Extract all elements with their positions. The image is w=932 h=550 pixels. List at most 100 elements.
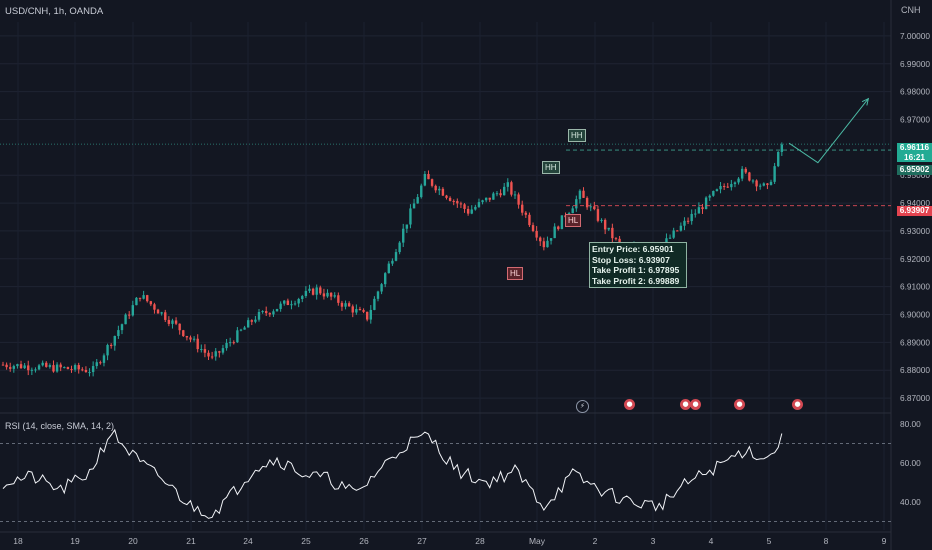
candle-body: [185, 336, 189, 338]
candle-body: [607, 227, 610, 230]
candle-body: [398, 242, 401, 253]
time-axis[interactable]: 18 19 20 21 24 25 26 27 28 May 2 3 4 5 8 9: [13, 536, 886, 546]
time-tick-label: 3: [651, 536, 656, 546]
candle-body: [402, 228, 405, 243]
pattern-label-hh: HH: [542, 161, 560, 174]
candle-body: [99, 362, 102, 364]
stop-price-badge[interactable]: 6.93907: [897, 206, 932, 216]
take-profit-2-text: Take Profit 2: 6.99889: [592, 275, 680, 286]
candle-body: [593, 206, 596, 210]
candle-body: [131, 305, 135, 316]
pattern-label-hl: HL: [507, 267, 524, 280]
us-flag-icon[interactable]: ●: [680, 399, 691, 410]
price-tick-label: 6.93000: [900, 226, 930, 236]
candle-body: [358, 309, 362, 311]
candle-body: [380, 284, 383, 292]
time-tick-label: May: [529, 536, 546, 546]
candle-body: [528, 214, 531, 226]
candle-body: [200, 349, 203, 351]
candle-body: [135, 297, 138, 306]
candle-body: [521, 204, 524, 213]
candle-body: [513, 194, 517, 196]
price-tick-label: 6.98000: [900, 87, 930, 97]
us-flag-icon[interactable]: ●: [624, 399, 635, 410]
candle-body: [441, 188, 445, 196]
candle-body: [420, 185, 423, 198]
candle-body: [748, 172, 751, 181]
candle-body: [517, 194, 520, 205]
candle-body: [434, 185, 437, 191]
candle-body: [571, 208, 574, 214]
candle-body: [239, 329, 243, 331]
price-tick-label: 6.89000: [900, 337, 930, 347]
time-tick-label: 28: [475, 536, 485, 546]
candle-body: [1, 364, 5, 366]
candle-body: [138, 297, 142, 299]
candle-body: [672, 230, 675, 238]
candle-body: [84, 369, 88, 373]
candle-body: [189, 337, 192, 340]
candle-body: [250, 320, 253, 322]
candle-body: [106, 344, 109, 356]
candle-body: [257, 312, 261, 320]
projection-arrowhead: [861, 97, 870, 106]
candle-body: [30, 369, 34, 371]
candle-body: [614, 238, 618, 240]
rsi-tick-label: 80.00: [900, 419, 921, 429]
candle-body: [618, 238, 621, 244]
candle-body: [88, 372, 91, 374]
candle-body: [373, 298, 376, 310]
entry-price-text: Entry Price: 6.95901: [592, 244, 674, 254]
candle-body: [744, 168, 747, 173]
lightning-icon[interactable]: ⚡: [576, 400, 589, 413]
candle-body: [218, 351, 221, 353]
candle-body: [715, 189, 719, 191]
candle-body: [506, 182, 509, 187]
current-price-badge[interactable]: 6.96116 16:21: [897, 143, 932, 162]
candle-body: [268, 313, 272, 315]
candle-body: [394, 252, 398, 261]
candle-body: [665, 238, 668, 245]
candle-body: [474, 206, 477, 210]
candle-body: [9, 367, 12, 369]
candle-body: [445, 195, 448, 198]
candle-body: [369, 309, 372, 320]
price-tick-label: 6.90000: [900, 310, 930, 320]
us-flag-icon[interactable]: ●: [792, 399, 803, 410]
candle-body: [524, 212, 528, 215]
candle-body: [124, 314, 127, 325]
candle-body: [611, 227, 614, 239]
candle-body: [585, 197, 589, 208]
candle-body: [102, 355, 106, 363]
candle-body: [167, 319, 171, 324]
price-axis[interactable]: 7.00000 6.99000 6.98000 6.97000 6.95000 6.940…: [900, 31, 930, 403]
candle-body: [553, 226, 556, 239]
candle-body: [690, 213, 693, 222]
candle-body: [438, 188, 441, 191]
rsi-series: 80.00 60.00 40.00: [0, 419, 921, 522]
candle-body: [708, 195, 711, 198]
candle-body: [301, 296, 304, 300]
candle-body: [63, 367, 66, 369]
candle-body: [308, 288, 311, 291]
candle-body: [41, 362, 44, 366]
candle-body: [254, 319, 257, 322]
candle-body: [45, 362, 48, 367]
candle-body: [322, 293, 326, 297]
rsi-tick-label: 40.00: [900, 497, 921, 507]
candle-body: [531, 225, 535, 231]
candle-body: [427, 173, 430, 180]
entry-price-badge[interactable]: 6.95902: [897, 165, 932, 175]
us-flag-icon[interactable]: ●: [734, 399, 745, 410]
candle-body: [409, 208, 412, 225]
candle-body: [733, 182, 737, 185]
us-flag-icon[interactable]: ●: [690, 399, 701, 410]
candle-body: [236, 330, 239, 343]
candle-body: [55, 364, 59, 372]
candle-body: [290, 304, 293, 306]
candle-body: [91, 366, 95, 373]
candle-body: [73, 365, 77, 370]
time-tick-label: 20: [128, 536, 138, 546]
candle-body: [549, 238, 553, 241]
